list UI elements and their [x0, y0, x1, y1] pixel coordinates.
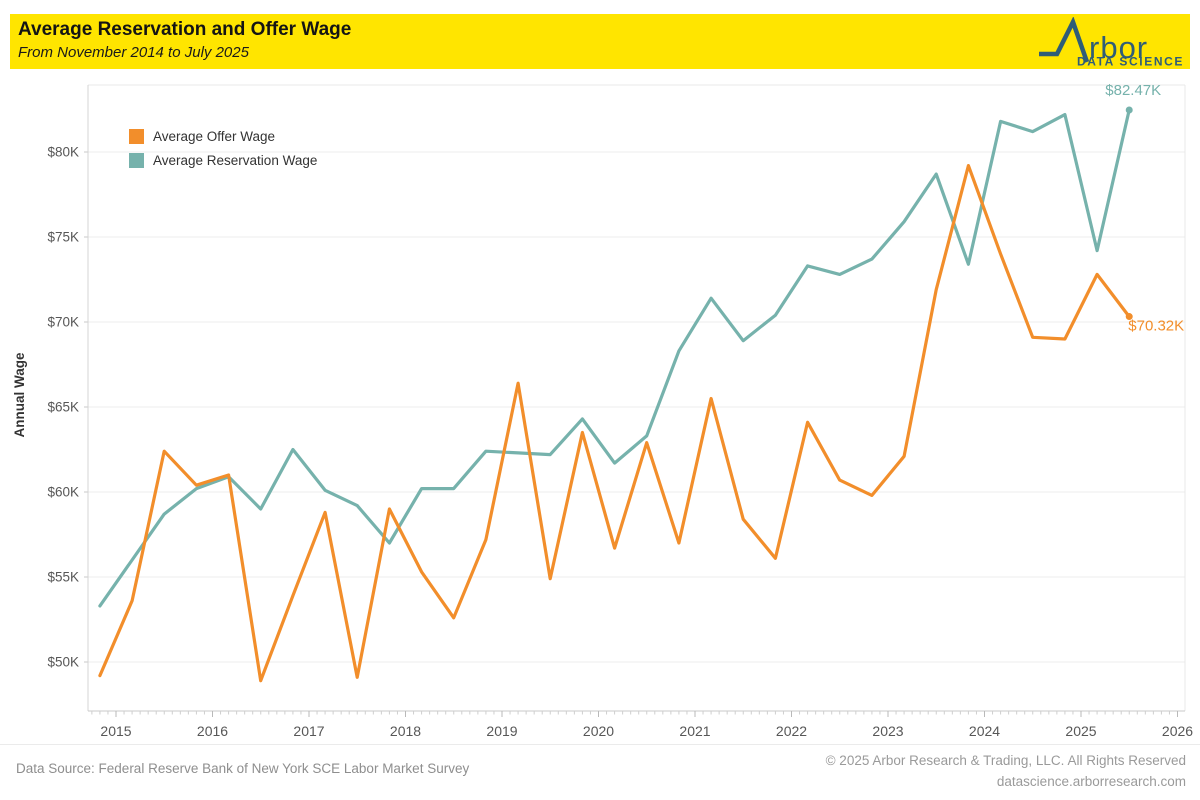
logo-tagline: DATA SCIENCE [1077, 55, 1184, 68]
y-tick-label: $65K [47, 400, 79, 415]
y-axis-title: Annual Wage [12, 352, 27, 438]
legend-label-reservation: Average Reservation Wage [153, 152, 318, 168]
x-tick-label: 2022 [776, 723, 807, 739]
x-tick-label: 2026 [1162, 723, 1193, 739]
y-tick-label: $80K [47, 145, 79, 160]
y-tick-label: $55K [47, 570, 79, 585]
x-tick-label: 2024 [969, 723, 1000, 739]
offer-wage-swatch [129, 128, 144, 144]
series-line-average-offer-wage [98, 164, 1131, 683]
x-tick-label: 2015 [100, 723, 131, 739]
data-source-note: Data Source: Federal Reserve Bank of New… [16, 761, 470, 776]
y-tick-label: $70K [47, 315, 79, 330]
legend-item-reservation-wage: Average Reservation Wage [129, 148, 317, 172]
end-annotation-average-reservation-wage: $82.47K [1105, 82, 1161, 99]
copyright-text: © 2025 Arbor Research & Trading, LLC. Al… [825, 753, 1186, 768]
footer-divider [0, 744, 1200, 745]
x-tick-label: 2016 [197, 723, 228, 739]
x-tick-label: 2025 [1065, 723, 1096, 739]
footer-right: © 2025 Arbor Research & Trading, LLC. Al… [826, 750, 1186, 792]
website-link[interactable]: datascience.arborresearch.com [996, 774, 1186, 789]
x-tick-label: 2018 [390, 723, 421, 739]
legend-item-offer-wage: Average Offer Wage [129, 124, 317, 148]
y-tick-label: $75K [47, 230, 79, 245]
series-line-average-reservation-wage [98, 108, 1131, 608]
page-subtitle: From November 2014 to July 2025 [18, 44, 249, 61]
end-dot-average-offer-wage [1125, 313, 1133, 321]
end-dot-average-reservation-wage [1125, 106, 1133, 114]
logo-brand-text: rbor [1089, 30, 1148, 65]
header-band: Average Reservation and Offer Wage From … [10, 14, 1190, 69]
arbor-logo-graphic: rbor DATA SCIENCE [1039, 16, 1184, 69]
x-tick-label: 2021 [679, 723, 710, 739]
legend-label-offer: Average Offer Wage [153, 128, 276, 144]
end-annotation-average-offer-wage: $70.32K [1128, 318, 1184, 335]
x-tick-label: 2023 [872, 723, 903, 739]
legend: Average Offer Wage Average Reservation W… [129, 124, 317, 172]
y-tick-label: $60K [47, 485, 79, 500]
logo-a-peak-icon [1039, 16, 1090, 63]
page-title: Average Reservation and Offer Wage [18, 19, 352, 40]
x-tick-label: 2019 [486, 723, 517, 739]
reservation-wage-swatch [129, 152, 144, 168]
arbor-logo: rbor DATA SCIENCE [1036, 16, 1186, 69]
x-tick-label: 2017 [293, 723, 324, 739]
y-tick-label: $50K [47, 655, 79, 670]
x-tick-label: 2020 [583, 723, 614, 739]
header-text: Average Reservation and Offer Wage From … [18, 17, 351, 63]
